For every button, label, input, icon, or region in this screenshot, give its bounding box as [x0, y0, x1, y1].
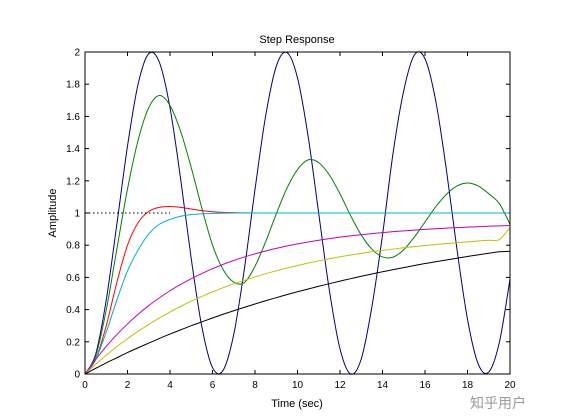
- x-tick-label: 14: [377, 380, 389, 391]
- x-tick-label: 8: [252, 380, 258, 391]
- x-tick-label: 20: [504, 380, 516, 391]
- y-tick-label: 1.4: [66, 144, 80, 155]
- series-line-6: [84, 227, 511, 375]
- x-tick-label: 16: [419, 380, 431, 391]
- y-tick-label: 0.8: [66, 241, 80, 252]
- x-tick-label: 12: [334, 380, 346, 391]
- x-tick-label: 18: [462, 380, 474, 391]
- y-axis-label: Amplitude: [47, 189, 59, 238]
- chart-title: Step Response: [259, 34, 334, 46]
- y-tick-label: 0.2: [66, 337, 80, 348]
- series-line-2: [84, 94, 511, 375]
- series-lines: [84, 51, 511, 375]
- y-tick-label: 0.4: [66, 305, 80, 316]
- axis-ticks: [84, 51, 511, 375]
- x-tick-label: 4: [167, 380, 173, 391]
- y-tick-label: 2: [74, 48, 80, 59]
- series-line-4: [84, 212, 510, 375]
- watermark-text: 知乎用户: [470, 395, 526, 412]
- x-tick-label: 6: [210, 380, 216, 391]
- series-line-1: [84, 51, 511, 375]
- y-tick-label: 0.6: [66, 273, 80, 284]
- y-tick-label: 1.6: [66, 112, 80, 123]
- y-tick-label: 0: [74, 370, 80, 381]
- y-tick-label: 1: [74, 209, 80, 220]
- y-tick-labels: 0 0.2 0.4 0.6 0.8 1 1.2 1.4 1.6 1.8 2: [66, 48, 80, 381]
- x-tick-labels: 0 2 4 6 8 10 12 14 16 18 20: [82, 380, 516, 391]
- x-tick-label: 10: [292, 380, 304, 391]
- series-line-5: [84, 225, 511, 375]
- x-axis-label: Time (sec): [271, 398, 323, 410]
- series-line-7: [84, 250, 511, 375]
- y-tick-label: 1.8: [66, 80, 80, 91]
- x-tick-label: 2: [125, 380, 131, 391]
- x-tick-label: 0: [82, 380, 88, 391]
- y-tick-label: 1.2: [66, 176, 80, 187]
- plot-frame: [84, 51, 511, 375]
